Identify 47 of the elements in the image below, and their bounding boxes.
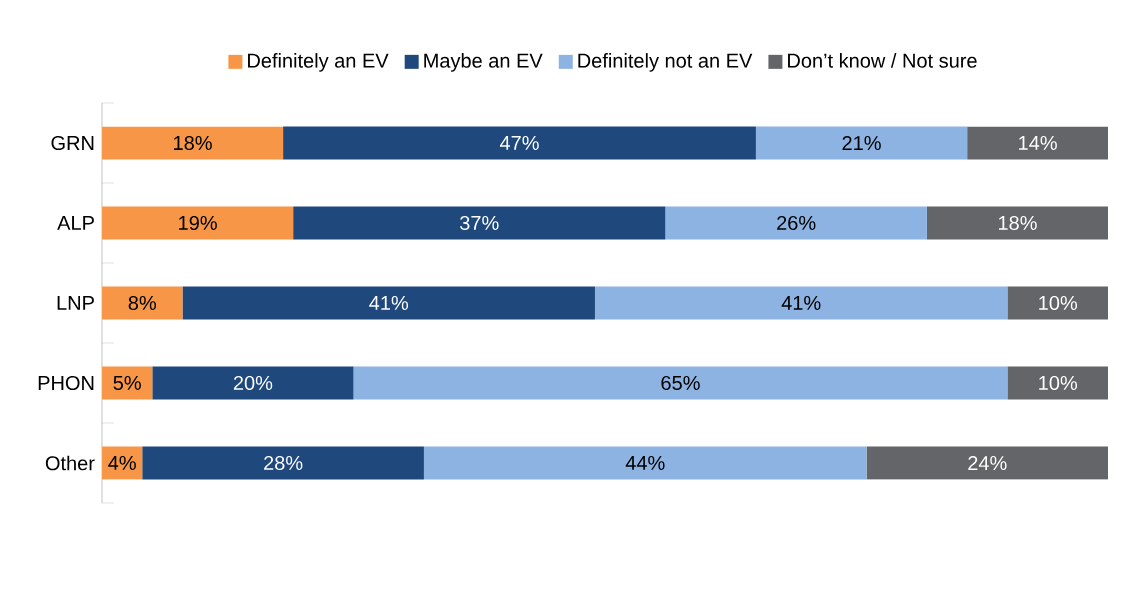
- data-label: 47%: [499, 135, 539, 150]
- y-tick-label: PHON: [38, 375, 94, 391]
- bar: [665, 206, 927, 240]
- data-label: 37%: [460, 215, 499, 231]
- data-label: 24%: [968, 455, 1007, 471]
- y-tick-label: Other: [45, 455, 95, 471]
- bar: [926, 206, 1109, 240]
- bar: [353, 366, 1008, 400]
- bar: [866, 446, 1109, 480]
- legend-label: Definitely an EV: [248, 53, 389, 72]
- y-tick-label: ALP: [57, 216, 94, 230]
- bar: [283, 126, 756, 160]
- data-label: 14%: [1019, 135, 1057, 150]
- legend-label: Maybe an EV: [424, 53, 543, 72]
- data-label: 26%: [777, 215, 816, 231]
- bar: [293, 206, 666, 240]
- bar: [594, 286, 1008, 320]
- bar: [102, 126, 284, 160]
- y-tick-label: LNP: [57, 296, 94, 310]
- bar: [102, 286, 183, 320]
- bar: [102, 206, 294, 240]
- data-label: 21%: [842, 135, 881, 151]
- bar: [142, 446, 424, 480]
- bar: [1007, 286, 1109, 320]
- bar: [967, 126, 1109, 160]
- data-label: 18%: [174, 135, 212, 151]
- bar: [755, 126, 968, 160]
- data-label: 10%: [1039, 295, 1078, 311]
- data-label: 44%: [625, 455, 665, 470]
- data-label: 10%: [1039, 375, 1078, 391]
- bar: [182, 286, 595, 320]
- data-label: 18%: [998, 215, 1037, 231]
- data-label: 41%: [781, 295, 821, 310]
- data-label: 8%: [128, 295, 157, 311]
- data-label: 20%: [233, 375, 273, 391]
- bar: [152, 366, 354, 400]
- data-label: 4%: [108, 455, 136, 470]
- data-label: 28%: [264, 455, 303, 471]
- data-label: 65%: [661, 375, 700, 391]
- data-label: 19%: [179, 215, 217, 231]
- bar: [423, 446, 867, 480]
- data-label: 5%: [113, 375, 141, 391]
- legend-label: Don’t know / Not sure: [788, 53, 977, 68]
- y-tick-label: GRN: [51, 135, 94, 151]
- data-label: 41%: [369, 295, 409, 310]
- bar: [1007, 366, 1109, 400]
- legend-label: Definitely not an EV: [578, 53, 753, 72]
